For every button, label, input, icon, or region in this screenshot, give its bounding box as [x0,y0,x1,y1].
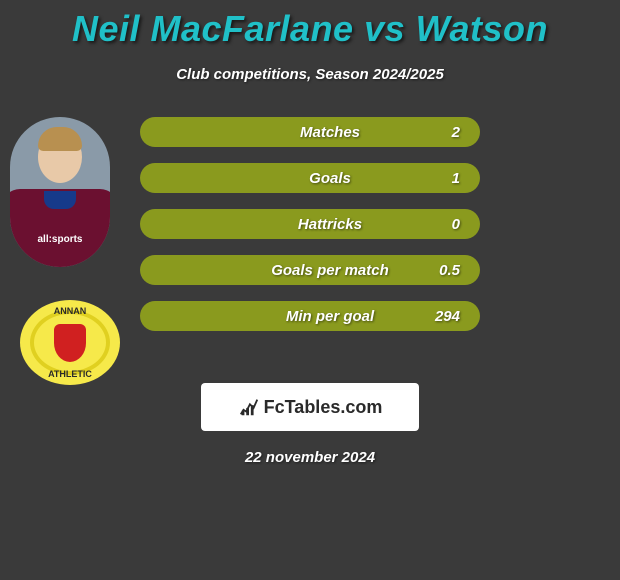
stat-pill: Matches2 [140,117,480,147]
sponsor-text: all:sports [10,234,110,245]
club-name-top: ANNAN [20,306,120,316]
stat-label: Hattricks [250,216,410,233]
collar [44,191,76,209]
stat-value: 1 [410,170,460,187]
stat-pill: Hattricks0 [140,209,480,239]
subtitle: Club competitions, Season 2024/2025 [0,66,620,83]
fctables-branding[interactable]: FcTables.com [201,383,419,431]
stat-pill: Goals per match0.5 [140,255,480,285]
stats-list: Matches2Goals1Hattricks0Goals per match0… [140,117,480,331]
stat-row: Matches2 [140,117,480,147]
stat-row: Min per goal294 [140,301,480,331]
stat-row: Goals per match0.5 [140,255,480,285]
stat-value: 2 [410,124,460,141]
player-photo: all:sports [10,117,110,267]
stat-label: Goals per match [250,262,410,279]
club-badge: ANNAN ATHLETIC [20,300,120,385]
brand-name: FcTables.com [264,397,383,418]
stat-label: Min per goal [250,308,410,325]
hair [38,127,82,151]
player2-name: Watson [416,8,548,49]
stat-pill: Min per goal294 [140,301,480,331]
stat-row: Goals1 [140,163,480,193]
comparison-title: Neil MacFarlane vs Watson [0,0,620,50]
stat-value: 294 [410,308,460,325]
club-name-bottom: ATHLETIC [20,369,120,379]
stat-pill: Goals1 [140,163,480,193]
badge-shield [54,324,86,362]
bars-icon [238,396,260,418]
stat-row: Hattricks0 [140,209,480,239]
stat-value: 0 [410,216,460,233]
content-area: all:sports ANNAN ATHLETIC Matches2Goals1… [0,117,620,331]
stat-label: Goals [250,170,410,187]
stat-value: 0.5 [410,262,460,279]
vs-text: vs [364,8,405,49]
player1-name: Neil MacFarlane [72,8,354,49]
stat-label: Matches [250,124,410,141]
date-text: 22 november 2024 [0,449,620,466]
